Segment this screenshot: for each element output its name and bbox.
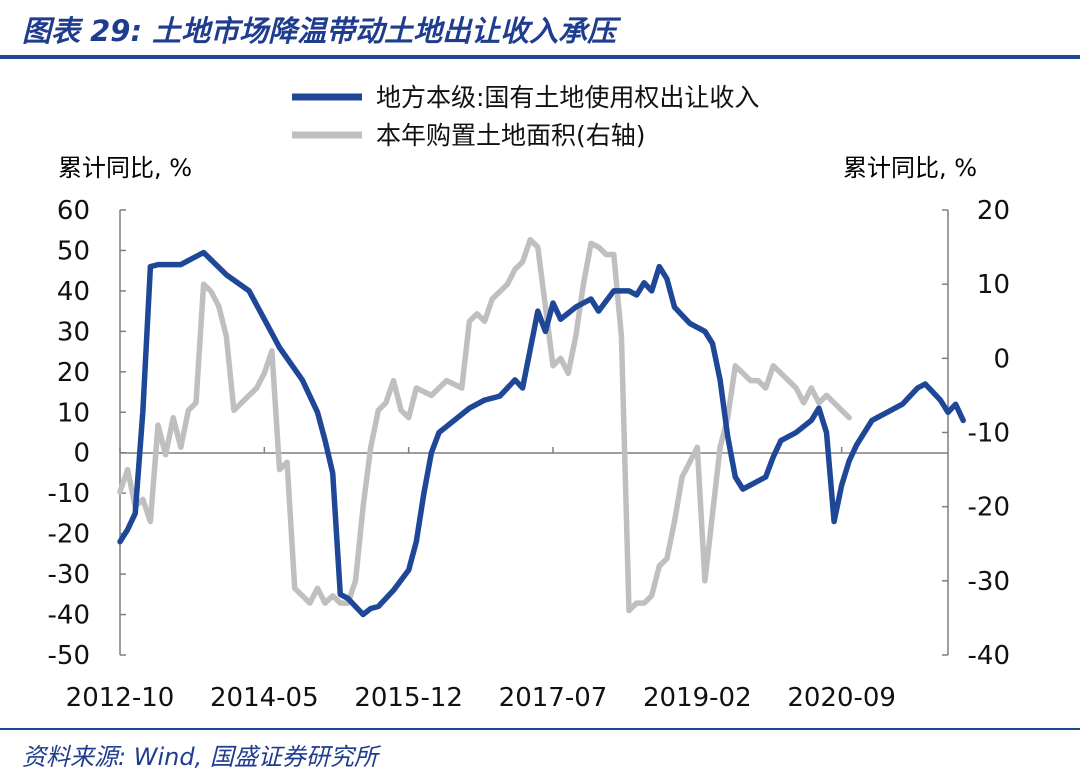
legend-label-1: 地方本级:国有土地使用权出让收入 (376, 83, 759, 112)
x-tick-label: 2012-10 (66, 683, 175, 713)
left-tick-label: -10 (48, 479, 90, 509)
x-tick-label: 2014-05 (210, 683, 319, 713)
left-tick-label: 10 (57, 398, 90, 428)
series-layer (117, 236, 966, 618)
right-tick-label: -30 (968, 567, 1010, 597)
right-axis-label: 累计同比, % (843, 154, 977, 182)
left-tick-label: 20 (57, 358, 90, 388)
left-tick-label: 40 (57, 277, 90, 307)
left-axis-label: 累计同比, % (58, 154, 192, 182)
left-tick-label: 50 (57, 236, 90, 266)
right-tick-label: -10 (968, 419, 1010, 449)
left-tick-label: -20 (48, 520, 90, 550)
figure-title: 图表 29: 土地市场降温带动土地出让收入承压 (22, 14, 617, 48)
right-tick-label: 10 (977, 270, 1010, 300)
x-tick-label: 2017-07 (499, 683, 608, 713)
right-tick-label: 20 (977, 196, 1010, 226)
legend-label-2: 本年购置土地面积(右轴) (376, 121, 646, 150)
left-tick-label: 0 (73, 439, 90, 469)
right-tick-label: -40 (968, 641, 1010, 671)
x-tick-label: 2020-09 (787, 683, 896, 713)
right-tick-label: 0 (993, 344, 1010, 374)
left-tick-label: 30 (57, 317, 90, 347)
series-line-1 (117, 249, 966, 618)
left-tick-label: -50 (48, 641, 90, 671)
x-tick-label: 2015-12 (354, 683, 463, 713)
series-line-2 (117, 236, 852, 614)
right-tick-label: -20 (968, 493, 1010, 523)
axes: 60 50 40 30 20 10 0 -10 -20 -30 -40 -50 20 10 0 -10 -20 -… (48, 196, 1010, 713)
x-tick-label: 2019-02 (643, 683, 752, 713)
left-tick-label: -30 (48, 560, 90, 590)
title-rule (0, 55, 1080, 59)
footer-rule (0, 728, 1080, 730)
source-note: 资料来源: Wind, 国盛证券研究所 (22, 743, 378, 771)
left-tick-label: 60 (57, 196, 90, 226)
left-tick-label: -40 (48, 601, 90, 631)
